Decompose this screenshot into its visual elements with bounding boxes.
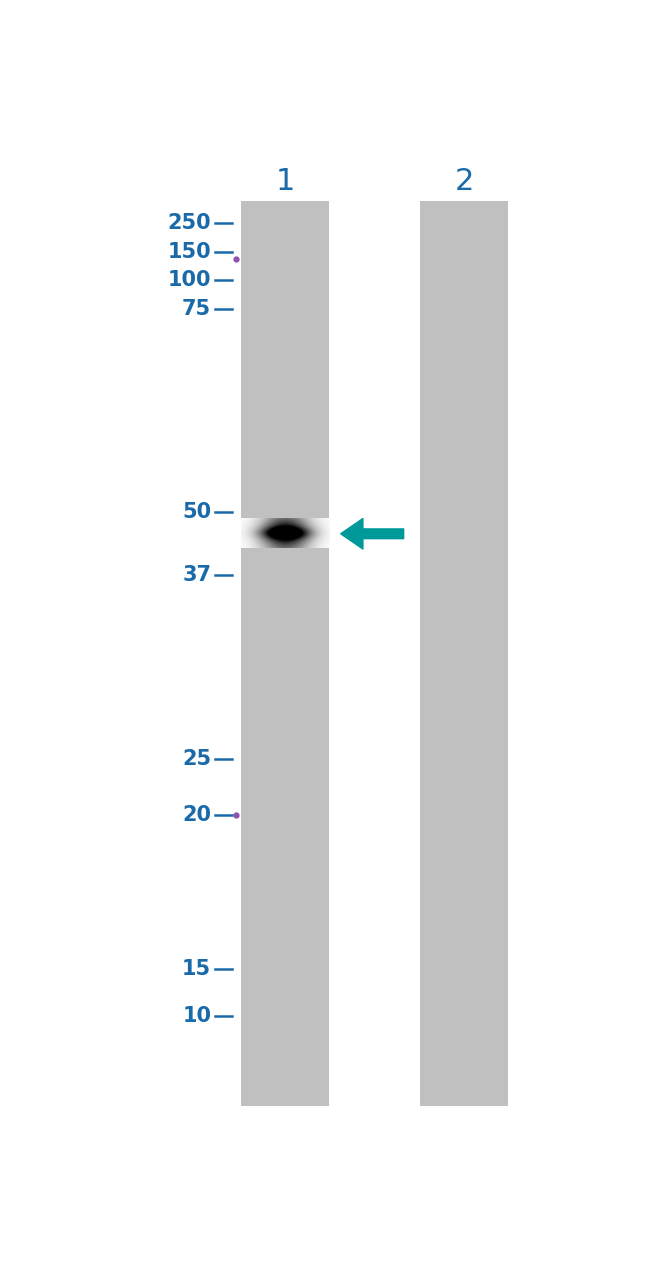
Text: 250: 250 <box>168 213 211 232</box>
Text: 2: 2 <box>454 168 474 197</box>
Bar <box>241 202 330 1106</box>
Text: 1: 1 <box>276 168 295 197</box>
Text: 50: 50 <box>182 502 211 522</box>
Text: 100: 100 <box>168 269 211 290</box>
Text: 150: 150 <box>168 243 211 262</box>
Text: 37: 37 <box>182 565 211 585</box>
Text: 25: 25 <box>182 749 211 768</box>
Text: 15: 15 <box>182 959 211 979</box>
Bar <box>420 202 508 1106</box>
Text: 75: 75 <box>182 298 211 319</box>
Text: 10: 10 <box>182 1006 211 1026</box>
Text: 20: 20 <box>182 805 211 826</box>
